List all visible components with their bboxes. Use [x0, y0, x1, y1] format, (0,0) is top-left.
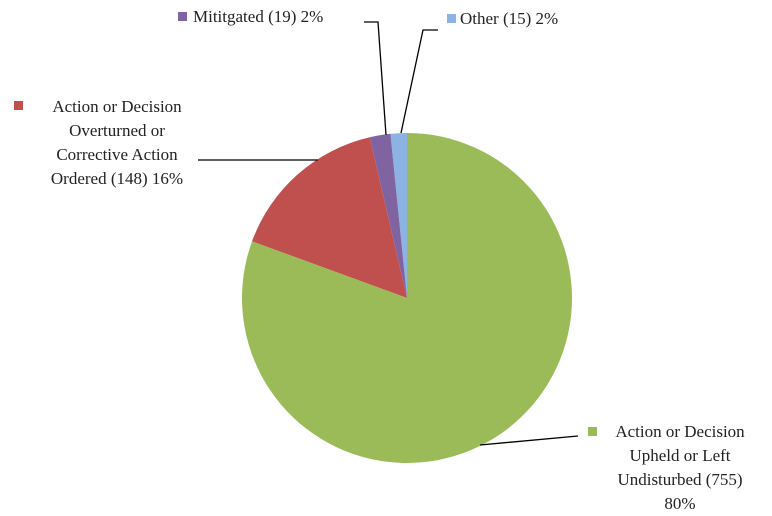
leader-lines: [198, 21, 579, 446]
pie-slice: [242, 133, 573, 463]
slice-label: Action or Decision Overturned or Correct…: [50, 97, 184, 188]
slice-label: Action or Decision Upheld or Left Undist…: [615, 422, 745, 513]
pie-slice: [252, 137, 407, 298]
legend-swatch: [447, 14, 456, 23]
leader-line: [479, 435, 579, 446]
slice-label: Other (15) 2%: [460, 9, 559, 28]
pie-slice: [390, 133, 407, 298]
legend-swatch: [14, 101, 23, 110]
legend-swatch: [588, 427, 597, 436]
pie-slice: [369, 133, 407, 298]
slice-label: Mititgated (19) 2%: [193, 7, 324, 26]
leader-line: [400, 29, 438, 134]
leader-line: [364, 21, 387, 136]
legend-swatch: [178, 12, 187, 21]
